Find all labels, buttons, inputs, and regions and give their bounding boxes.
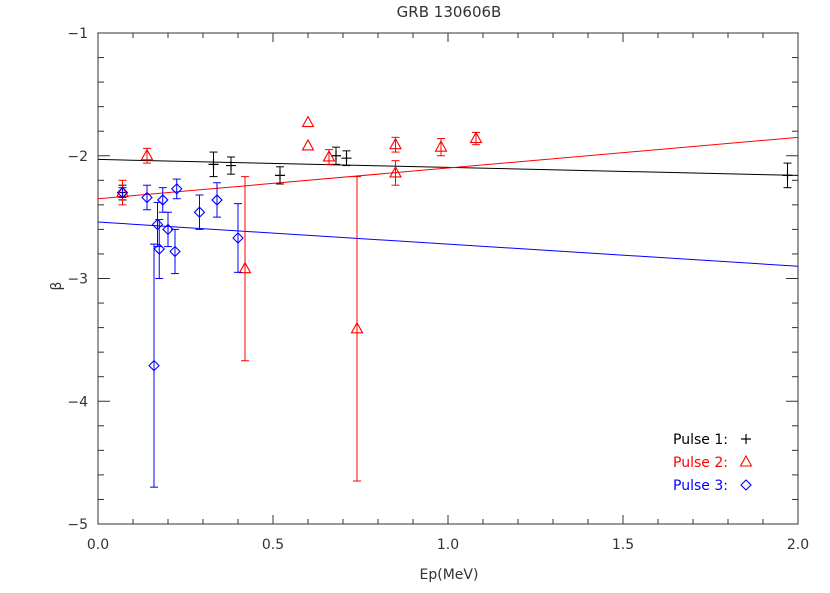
legend-symbol-plus xyxy=(741,434,751,444)
data-point-diamond xyxy=(148,359,160,372)
fit-lines xyxy=(97,136,799,267)
x-tick-label: 1.5 xyxy=(612,537,634,553)
axis-ticks xyxy=(97,32,799,525)
legend-label: Pulse 1: xyxy=(673,432,728,448)
legend-symbol-triangle xyxy=(739,454,753,467)
x-axis-label: Ep(MeV) xyxy=(420,567,479,583)
fit-line xyxy=(97,158,799,176)
y-tick-label: −1 xyxy=(67,26,88,42)
data-point-triangle xyxy=(140,148,154,161)
data-point-plus xyxy=(275,170,285,181)
data-point-triangle xyxy=(301,115,315,128)
chart-title: GRB 130606B xyxy=(397,3,502,21)
data-point-triangle xyxy=(238,261,252,274)
tick-labels: 0.0 0.5 1.0 1.5 2.0 −1 −2 −3 −4 −5 xyxy=(67,26,809,553)
data-point-plus xyxy=(341,153,352,164)
data-point-diamond xyxy=(193,206,206,218)
x-tick-label: 0.0 xyxy=(87,537,109,553)
data-point-plus xyxy=(208,159,219,170)
fit-line xyxy=(97,221,799,267)
plot-frame xyxy=(97,32,799,525)
data-point-triangle xyxy=(469,131,483,144)
data-point-plus xyxy=(226,160,236,171)
data-point-triangle xyxy=(322,149,336,162)
y-tick-label: −3 xyxy=(67,272,88,288)
data-point-diamond xyxy=(211,194,223,206)
fit-line xyxy=(97,136,799,200)
y-tick-label: −5 xyxy=(67,517,88,533)
data-point-diamond xyxy=(156,194,169,206)
data-point-diamond xyxy=(169,245,181,258)
data-points xyxy=(116,115,793,488)
y-axis-label: β xyxy=(49,282,65,291)
data-point-diamond xyxy=(116,186,129,199)
legend: Pulse 1: Pulse 2: Pulse 3: xyxy=(673,432,753,494)
data-point-triangle xyxy=(350,321,364,334)
x-tick-label: 1.0 xyxy=(437,537,459,553)
data-point-plus xyxy=(331,150,341,161)
legend-label: Pulse 2: xyxy=(673,455,728,471)
y-tick-label: −4 xyxy=(67,394,88,410)
data-point-plus xyxy=(782,170,793,181)
data-point-diamond xyxy=(170,183,183,195)
data-point-triangle xyxy=(389,165,402,178)
data-point-triangle xyxy=(389,137,402,150)
data-point-triangle xyxy=(434,140,448,152)
data-point-triangle xyxy=(301,138,315,151)
data-point-diamond xyxy=(232,232,244,244)
x-tick-label: 2.0 xyxy=(787,537,809,553)
data-point-diamond xyxy=(153,243,166,255)
y-tick-label: −2 xyxy=(67,149,88,165)
legend-label: Pulse 3: xyxy=(673,478,728,494)
data-point-diamond xyxy=(162,223,174,236)
x-tick-label: 0.5 xyxy=(262,537,284,553)
data-point-diamond xyxy=(141,191,153,204)
data-point-diamond xyxy=(151,218,164,231)
legend-symbol-diamond xyxy=(740,479,752,491)
